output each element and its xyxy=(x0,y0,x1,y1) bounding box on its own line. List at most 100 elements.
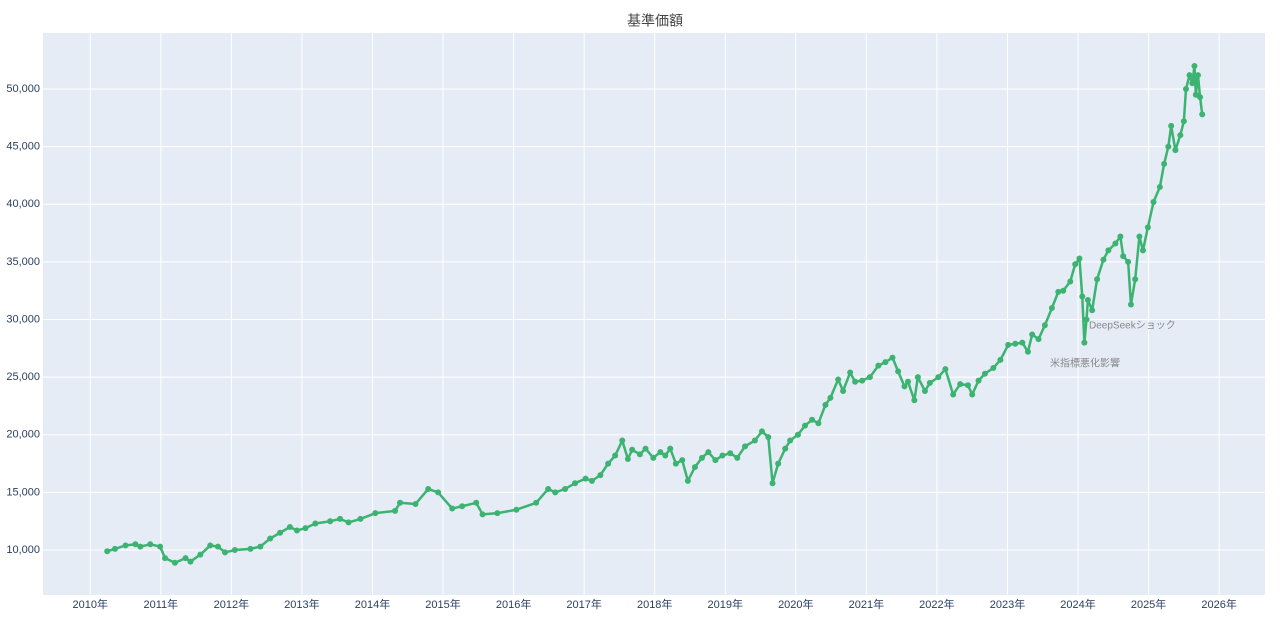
point xyxy=(182,555,189,562)
chart-title: 基準価額 xyxy=(627,13,683,29)
grid xyxy=(43,33,1265,595)
point xyxy=(1081,339,1088,346)
x-tick-label: 2016年 xyxy=(496,597,531,611)
point xyxy=(1136,233,1143,240)
point xyxy=(835,376,842,383)
point xyxy=(672,460,679,467)
x-tick-label: 2021年 xyxy=(849,597,884,611)
point xyxy=(1094,276,1101,283)
x-tick-label: 2018年 xyxy=(637,597,672,611)
point xyxy=(562,485,569,492)
point xyxy=(667,445,674,452)
y-tick-label: 30,000 xyxy=(6,313,40,325)
point xyxy=(901,383,908,390)
point xyxy=(222,549,229,556)
point xyxy=(312,520,319,527)
point xyxy=(827,394,834,401)
point xyxy=(1083,316,1090,323)
point xyxy=(679,457,686,464)
point xyxy=(904,378,911,385)
point xyxy=(921,387,928,394)
y-tick-label: 10,000 xyxy=(6,544,40,556)
y-tick-label: 40,000 xyxy=(6,198,40,210)
point xyxy=(277,529,284,536)
point xyxy=(662,452,669,459)
point xyxy=(997,356,1004,363)
point xyxy=(859,377,866,384)
point xyxy=(1079,293,1086,300)
point xyxy=(787,437,794,444)
point xyxy=(1048,305,1055,312)
point xyxy=(435,489,442,496)
y-tick-label: 15,000 xyxy=(6,486,40,498)
point xyxy=(769,480,776,487)
point xyxy=(494,510,501,517)
point xyxy=(605,460,612,467)
point xyxy=(775,460,782,467)
point xyxy=(1191,62,1198,69)
point xyxy=(1100,256,1107,263)
annotation: 米指標悪化影響 xyxy=(1050,357,1120,370)
point xyxy=(815,420,822,427)
point xyxy=(950,391,957,398)
point xyxy=(513,506,520,513)
point xyxy=(636,451,643,458)
point xyxy=(597,472,604,479)
y-tick-label: 20,000 xyxy=(6,429,40,441)
x-tick-label: 2019年 xyxy=(708,597,743,611)
point xyxy=(1165,143,1172,150)
point xyxy=(122,542,129,549)
point xyxy=(1024,348,1031,355)
point xyxy=(171,559,178,566)
point xyxy=(397,499,404,506)
point xyxy=(137,543,144,550)
point xyxy=(1120,253,1127,260)
point xyxy=(1067,278,1074,285)
point xyxy=(875,362,882,369)
point xyxy=(911,397,918,404)
point xyxy=(751,437,758,444)
y-tick-label: 50,000 xyxy=(6,83,40,95)
point xyxy=(1194,72,1201,79)
x-tick-label: 2020年 xyxy=(778,597,813,611)
point xyxy=(337,515,344,522)
point xyxy=(914,374,921,381)
point xyxy=(1076,255,1083,262)
point xyxy=(473,499,480,506)
point xyxy=(1161,160,1168,167)
y-tick-label: 25,000 xyxy=(6,371,40,383)
point xyxy=(619,437,626,444)
point xyxy=(214,543,221,550)
x-tick-label: 2012年 xyxy=(214,597,249,611)
x-tick-label: 2011年 xyxy=(143,597,178,611)
point xyxy=(698,454,705,461)
point xyxy=(1186,72,1193,79)
point xyxy=(267,535,274,542)
point xyxy=(425,485,432,492)
point xyxy=(840,387,847,394)
point xyxy=(479,511,486,518)
point xyxy=(231,547,238,554)
point xyxy=(847,369,854,376)
point xyxy=(1012,340,1019,347)
x-tick-label: 2023年 xyxy=(990,597,1025,611)
y-tick-label: 35,000 xyxy=(6,256,40,268)
point xyxy=(459,503,466,510)
point xyxy=(293,527,300,534)
point xyxy=(809,416,816,423)
point xyxy=(104,548,111,555)
point xyxy=(1029,331,1036,338)
point xyxy=(705,449,712,456)
x-tick-label: 2022年 xyxy=(919,597,954,611)
point xyxy=(1199,111,1206,118)
point xyxy=(935,374,942,381)
point xyxy=(882,359,889,366)
y-tick-label: 45,000 xyxy=(6,141,40,153)
point xyxy=(111,545,118,552)
point xyxy=(162,555,169,562)
point xyxy=(571,480,578,487)
point xyxy=(1005,341,1012,348)
point xyxy=(629,446,636,453)
point xyxy=(197,551,204,558)
